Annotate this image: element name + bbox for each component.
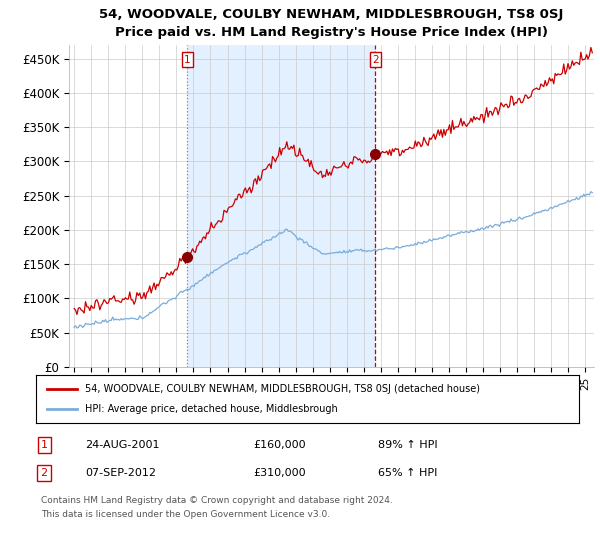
Text: 1: 1 — [41, 440, 47, 450]
Text: 2: 2 — [372, 55, 379, 65]
Bar — [187, 45, 376, 367]
Text: Contains HM Land Registry data © Crown copyright and database right 2024.: Contains HM Land Registry data © Crown c… — [41, 496, 393, 505]
Text: 24-AUG-2001: 24-AUG-2001 — [85, 440, 160, 450]
Text: 65% ↑ HPI: 65% ↑ HPI — [378, 468, 437, 478]
Text: 1: 1 — [184, 55, 191, 65]
Text: This data is licensed under the Open Government Licence v3.0.: This data is licensed under the Open Gov… — [41, 510, 331, 519]
Text: £310,000: £310,000 — [253, 468, 306, 478]
Text: HPI: Average price, detached house, Middlesbrough: HPI: Average price, detached house, Midd… — [85, 404, 338, 414]
Title: 54, WOODVALE, COULBY NEWHAM, MIDDLESBROUGH, TS8 0SJ
Price paid vs. HM Land Regis: 54, WOODVALE, COULBY NEWHAM, MIDDLESBROU… — [100, 8, 563, 39]
Text: 54, WOODVALE, COULBY NEWHAM, MIDDLESBROUGH, TS8 0SJ (detached house): 54, WOODVALE, COULBY NEWHAM, MIDDLESBROU… — [85, 384, 480, 394]
Text: 2: 2 — [41, 468, 48, 478]
Text: 07-SEP-2012: 07-SEP-2012 — [85, 468, 156, 478]
Text: £160,000: £160,000 — [253, 440, 306, 450]
Text: 89% ↑ HPI: 89% ↑ HPI — [378, 440, 438, 450]
